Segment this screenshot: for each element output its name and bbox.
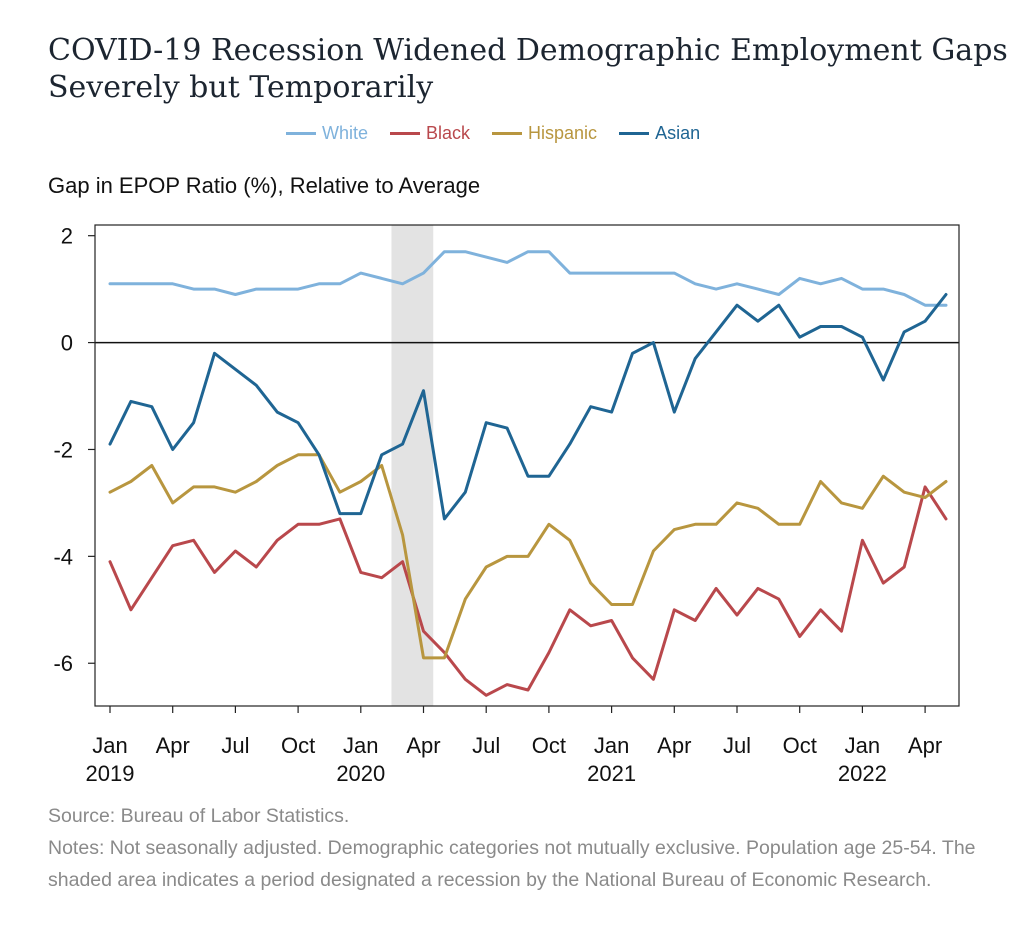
x-tick-label: Oct [783,733,817,758]
y-tick-label: 0 [61,331,73,356]
x-tick-label: Jan [845,733,880,758]
legend-item-asian: Asian [619,123,700,144]
legend-label-asian: Asian [655,122,701,143]
source-note: Source: Bureau of Labor Statistics. [48,805,350,827]
y-tick-label: -2 [53,437,73,462]
x-tick-label: Jul [472,733,500,758]
x-tick-label: Apr [156,733,190,758]
x-tick-label: Oct [281,733,315,758]
x-tick-label: Jan [594,733,629,758]
x-tick-label: Jul [723,733,751,758]
x-tick-label: Jan [92,733,127,758]
x-tick-label: Jan [343,733,378,758]
x-tick-label: Apr [657,733,691,758]
x-tick-year-label: 2020 [336,761,385,786]
legend-item-black: Black [390,123,470,144]
series-line-white [108,250,948,307]
chart-notes: Source: Bureau of Labor Statistics. Note… [48,800,988,896]
line-chart: 2 0 -2 -4 -6 Jan 2019 Apr Jul Oct Jan 2020 Apr Jul Oc… [53,224,960,786]
legend-swatch-black [390,131,421,135]
y-axis-title: Gap in EPOP Ratio (%), Relative to Avera… [48,173,481,198]
x-tick-year-label: 2022 [838,761,887,786]
x-tick-year-label: 2021 [587,761,636,786]
legend-label-black: Black [426,122,471,143]
legend-label-white: White [322,122,369,143]
y-tick-label: 2 [61,224,73,249]
series-line-asian [108,293,948,521]
plot-frame [94,224,960,707]
chart-legend: White Black Hispanic Asian [286,121,700,145]
legend-swatch-white [286,131,316,135]
x-tick-label: Jul [221,733,249,758]
legend-item-white: White [286,123,368,144]
chart-title: COVID-19 Recession Widened Demographic E… [48,33,1008,105]
y-tick-label: -4 [53,544,73,569]
legend-swatch-hispanic [492,131,523,135]
legend-item-hispanic: Hispanic [492,123,597,144]
legend-label-hispanic: Hispanic [528,122,598,143]
series-line-hispanic [108,453,948,660]
y-tick-label: -6 [53,651,73,676]
recession-shading [391,225,434,706]
methodology-note: Notes: Not seasonally adjusted. Demograp… [48,837,976,891]
x-tick-label: Apr [406,733,440,758]
series-line-black [108,485,948,697]
legend-swatch-asian [619,131,650,135]
x-tick-year-label: 2019 [86,761,135,786]
x-tick-label: Apr [908,733,942,758]
x-tick-label: Oct [532,733,566,758]
